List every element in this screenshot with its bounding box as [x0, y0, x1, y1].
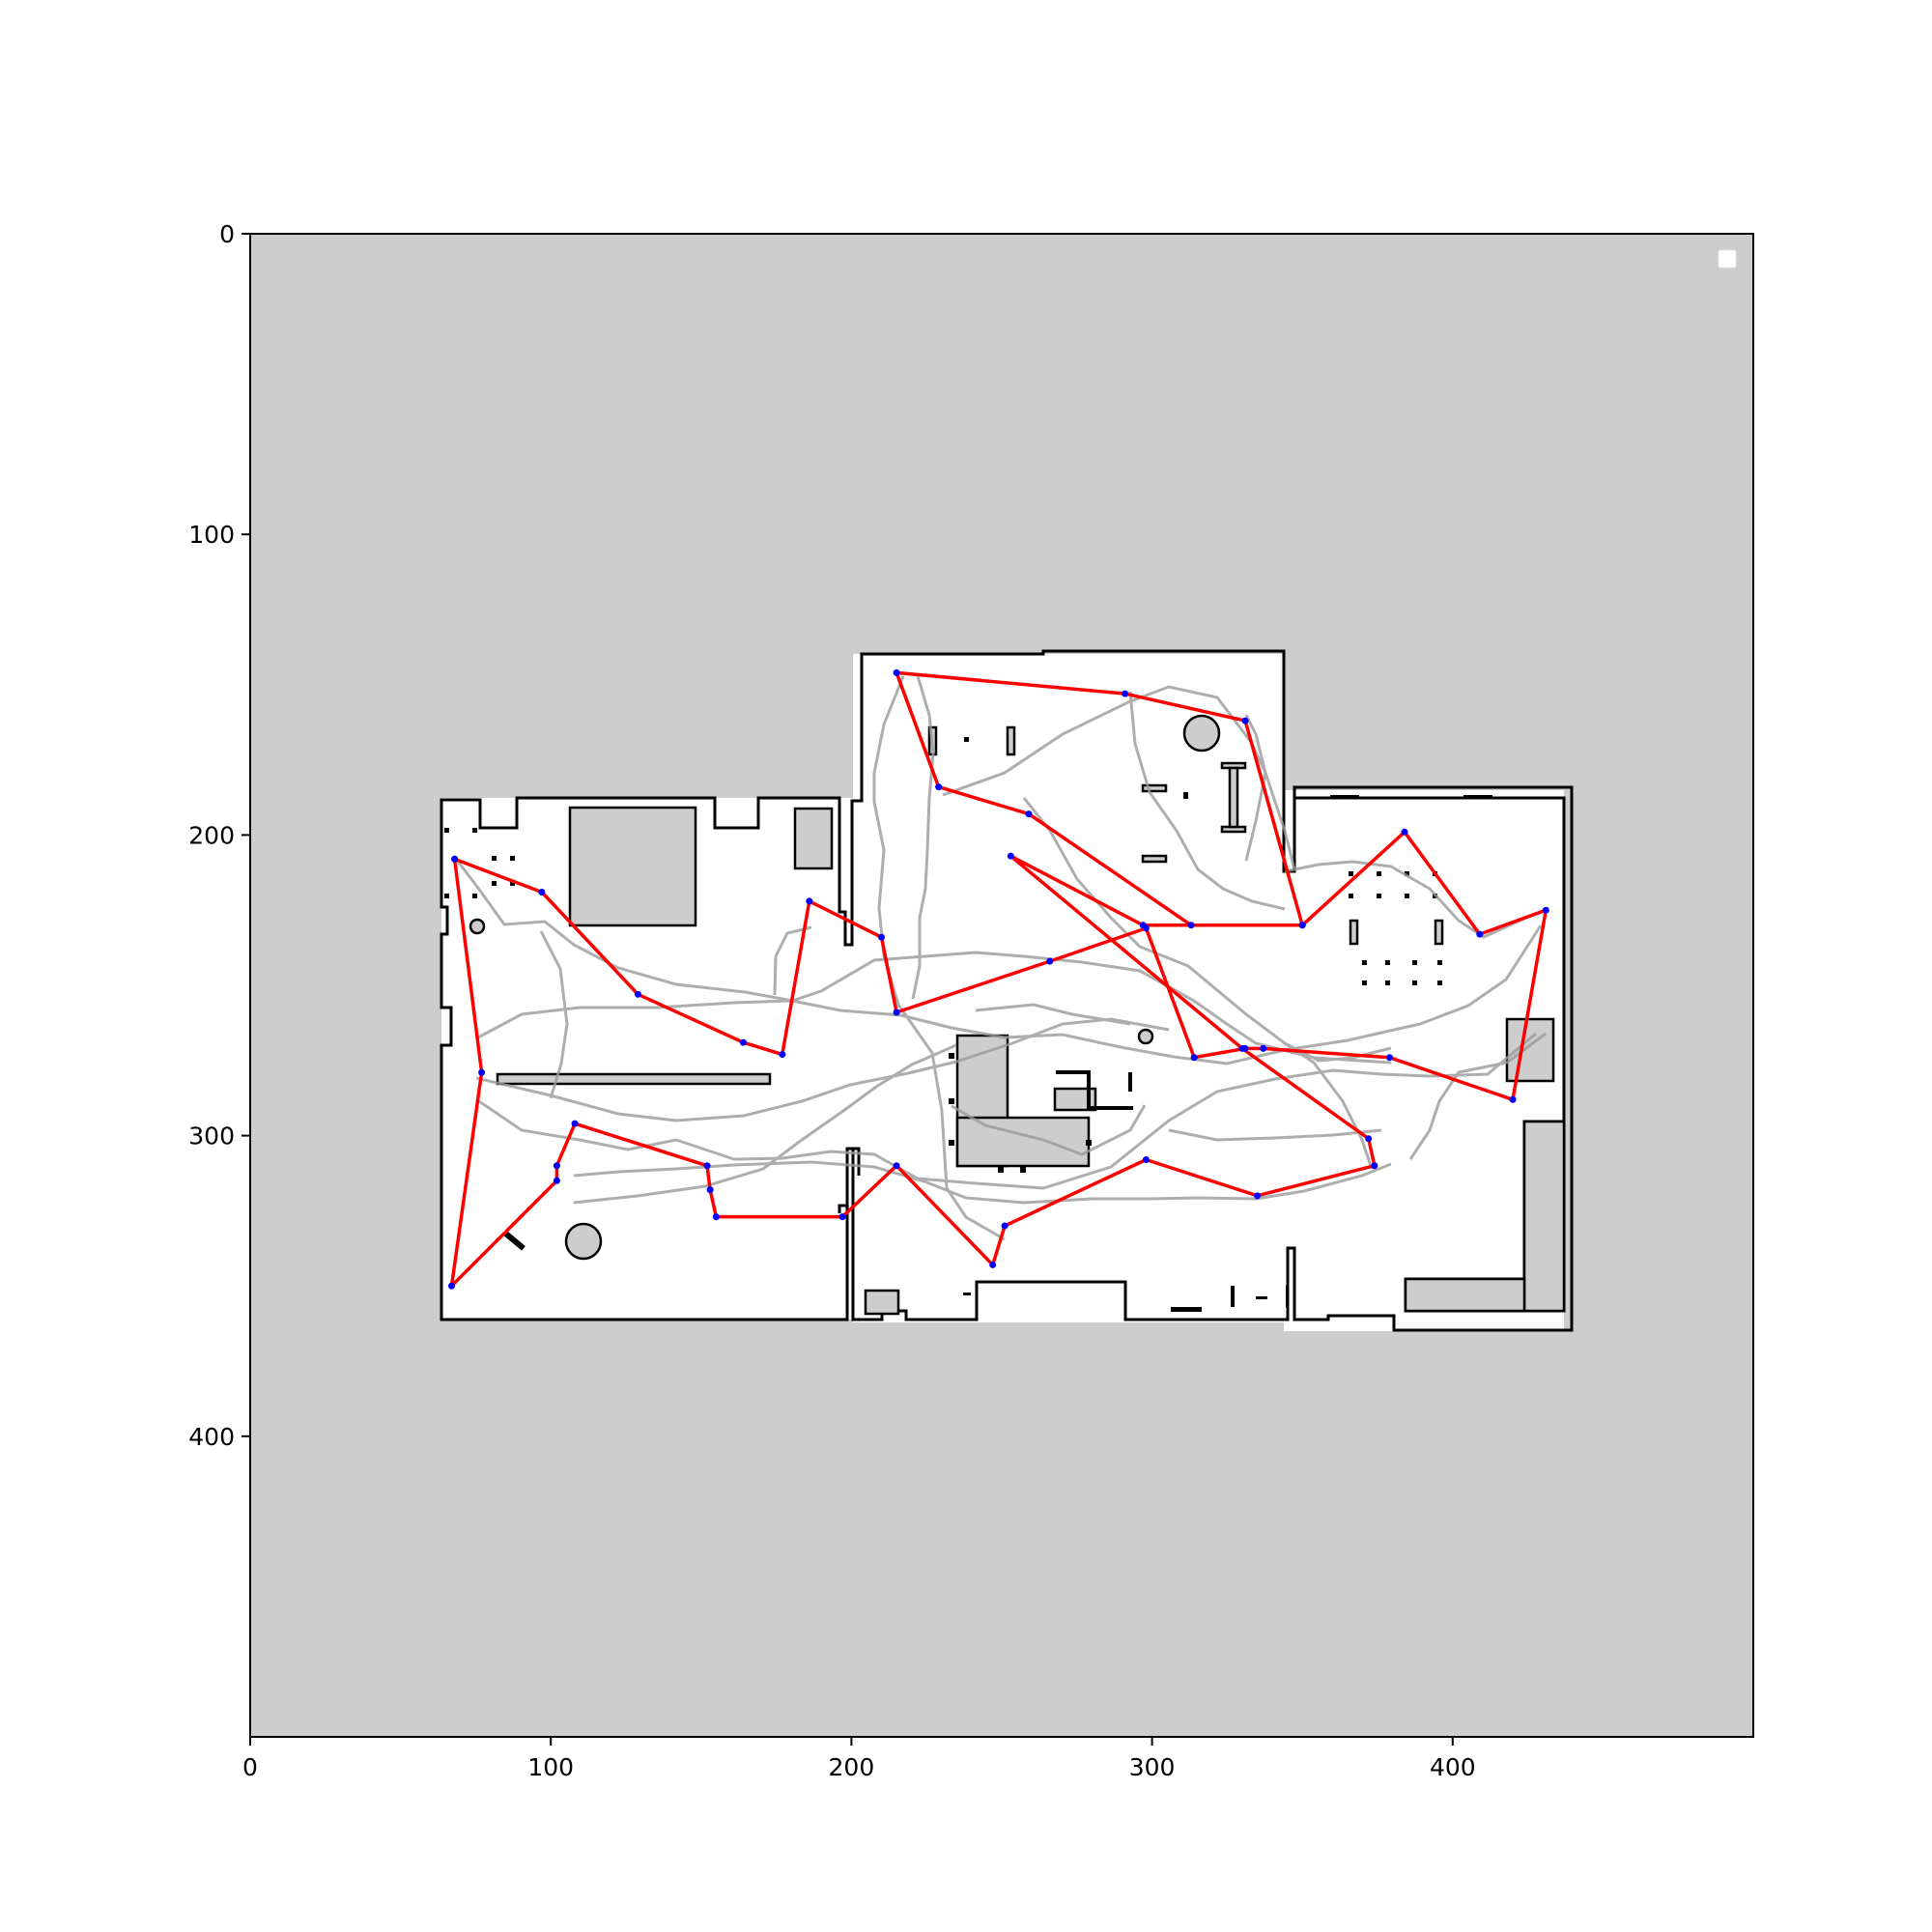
waypoint-marker: [1365, 1135, 1373, 1143]
route-path: [449, 670, 1548, 1288]
waypoint-marker: [706, 1186, 714, 1194]
waypoint-marker: [878, 933, 886, 941]
waypoint-marker: [1298, 922, 1306, 929]
wall-fragments: [444, 737, 1492, 1312]
waypoint-marker: [1001, 1222, 1009, 1230]
waypoint-marker: [1122, 690, 1129, 697]
route-waypoints: [448, 668, 1549, 1290]
waypoint-marker: [1187, 922, 1195, 929]
waypoint-marker: [703, 1162, 711, 1170]
waypoint-marker: [1142, 1155, 1150, 1163]
y-tick-label: 0: [219, 220, 235, 248]
waypoint-marker: [712, 1213, 720, 1221]
y-axis: 0 100 200 300 400: [188, 220, 250, 1451]
map-plot-area: [249, 233, 1754, 1738]
x-axis: 0 100 200 300 400: [242, 1737, 1476, 1781]
x-tick-label: 400: [1430, 1753, 1476, 1781]
plot-frame: [249, 233, 1754, 1738]
obstacles: [469, 714, 1566, 1316]
waypoint-marker: [1476, 930, 1484, 938]
waypoint-marker: [1007, 852, 1014, 860]
x-tick-label: 0: [242, 1753, 258, 1781]
x-tick-label: 200: [829, 1753, 875, 1781]
waypoint-marker: [553, 1177, 560, 1184]
waypoint-marker: [1238, 1044, 1246, 1052]
waypoint-marker: [1025, 810, 1033, 818]
waypoint-marker: [1241, 717, 1249, 724]
waypoint-marker: [806, 897, 813, 905]
y-tick-label: 400: [188, 1423, 235, 1451]
waypoint-marker: [478, 1068, 486, 1076]
y-tick-label: 200: [188, 821, 235, 849]
y-tick-label: 300: [188, 1122, 235, 1151]
waypoint-marker: [1254, 1192, 1262, 1200]
waypoint-marker: [634, 990, 641, 998]
waypoint-marker: [893, 1162, 900, 1170]
waypoint-marker: [989, 1261, 997, 1268]
waypoint-marker: [1260, 1044, 1267, 1052]
x-tick-label: 300: [1129, 1753, 1176, 1781]
waypoint-marker: [1385, 1054, 1393, 1062]
waypoint-marker: [1190, 1054, 1198, 1062]
waypoint-marker: [893, 668, 900, 676]
waypoint-marker: [553, 1162, 560, 1170]
waypoint-marker: [779, 1051, 786, 1059]
waypoint-marker: [1046, 957, 1054, 965]
waypoint-marker: [935, 783, 943, 791]
waypoint-marker: [1509, 1095, 1517, 1103]
waypoint-marker: [1139, 922, 1147, 929]
explored-paths: [454, 675, 1547, 1241]
y-tick-label: 100: [188, 521, 235, 549]
waypoint-marker: [538, 889, 546, 896]
waypoint-marker: [893, 1009, 900, 1016]
waypoint-marker: [1371, 1162, 1378, 1170]
waypoint-marker: [739, 1038, 747, 1046]
legend-box: [1718, 249, 1737, 269]
x-tick-label: 100: [527, 1753, 574, 1781]
waypoint-marker: [838, 1213, 846, 1221]
waypoint-marker: [571, 1120, 579, 1127]
waypoint-marker: [1401, 828, 1408, 836]
waypoint-marker: [1542, 906, 1549, 914]
waypoint-marker: [451, 855, 459, 863]
waypoint-marker: [448, 1282, 456, 1290]
